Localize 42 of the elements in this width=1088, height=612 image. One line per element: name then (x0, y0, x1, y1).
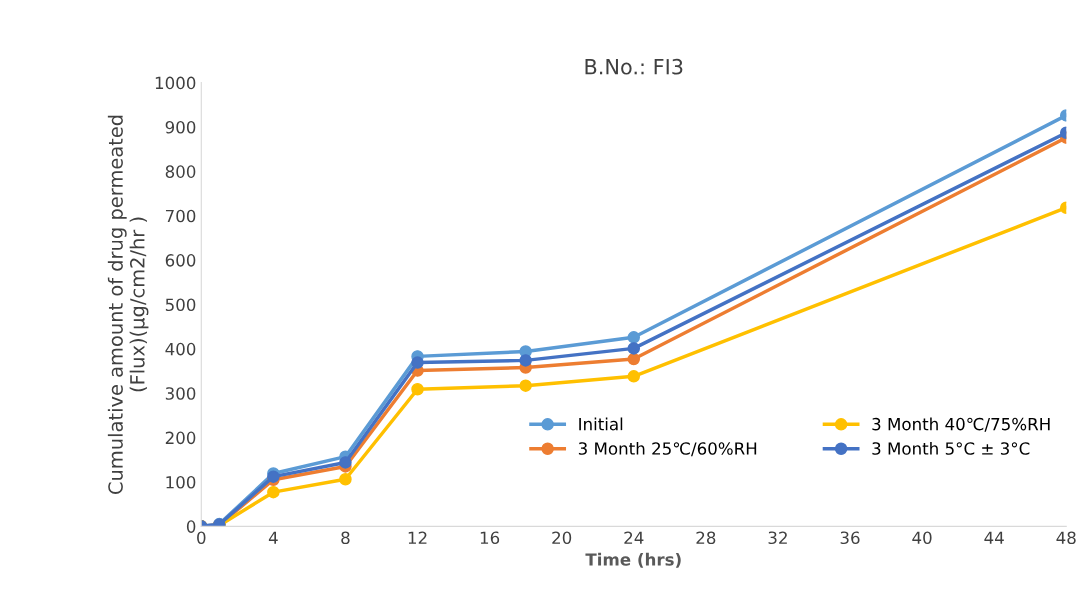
x-tick-label: 4 (268, 531, 278, 544)
point (627, 352, 641, 366)
y-tick-label: 0 (186, 520, 196, 533)
y-tick-label: 100 (166, 475, 196, 489)
point (411, 382, 424, 396)
x-tick-label: 40 (912, 531, 932, 545)
y-tick-label: 800 (165, 165, 196, 178)
y-tick-label: 300 (165, 387, 196, 400)
point (339, 473, 352, 486)
x-tick-label: 20 (552, 531, 572, 545)
y-tick-label: 200 (165, 431, 196, 445)
x-tick-label: 16 (480, 531, 500, 545)
legend-label: 3 Month 5°C ± 3°C (872, 441, 1030, 455)
x-tick-label: 28 (696, 531, 716, 545)
y-tick-label: 600 (165, 254, 196, 267)
point (519, 379, 532, 392)
x-tick-label: 24 (624, 531, 644, 544)
point (411, 356, 424, 369)
legend-label: Initial (579, 417, 623, 431)
x-tick-label: 44 (984, 531, 1004, 544)
y-tick-label: 900 (165, 120, 196, 134)
x-tick-label: 8 (341, 531, 350, 545)
x-axis-title: Time (hrs) (585, 552, 681, 568)
y-tick-label: 700 (165, 209, 196, 223)
x-tick-label: 48 (1056, 531, 1076, 545)
point (519, 354, 532, 367)
legend-label: 3 Month 25℃/60%RH (578, 441, 757, 457)
point (627, 342, 641, 355)
x-tick-label: 36 (840, 531, 860, 545)
y-tick-label: 500 (165, 298, 196, 312)
chart-title: B.No.: FI3 (585, 58, 683, 75)
point (627, 331, 641, 344)
x-tick-label: 32 (768, 531, 787, 545)
y-tick-label: 1000 (155, 76, 196, 90)
point (339, 456, 352, 469)
y-axis-title: Cumulative amount of drug permeated (Flux)(µg/cm2/hr ) (107, 115, 149, 494)
point (267, 485, 280, 499)
x-tick-label: 12 (408, 531, 427, 544)
x-tick-label: 0 (197, 531, 206, 545)
legend-label: 3 Month 40℃/75%RH (872, 417, 1050, 432)
point (627, 370, 641, 383)
y-tick-label: 400 (165, 342, 196, 356)
